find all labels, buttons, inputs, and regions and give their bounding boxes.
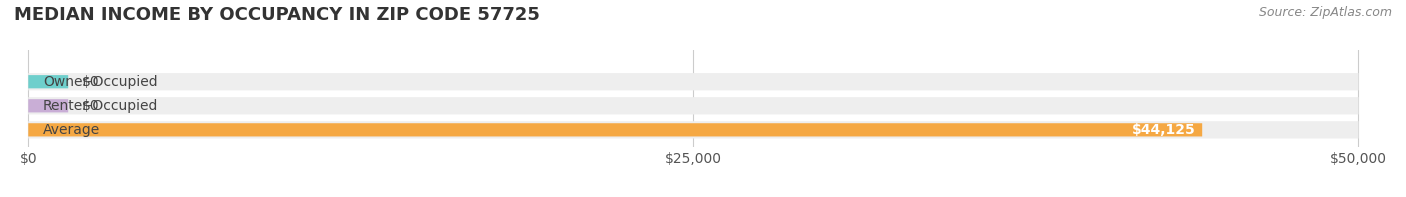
Text: MEDIAN INCOME BY OCCUPANCY IN ZIP CODE 57725: MEDIAN INCOME BY OCCUPANCY IN ZIP CODE 5…	[14, 6, 540, 24]
FancyBboxPatch shape	[28, 121, 1358, 138]
Text: Source: ZipAtlas.com: Source: ZipAtlas.com	[1258, 6, 1392, 19]
FancyBboxPatch shape	[28, 97, 1358, 114]
Text: $44,125: $44,125	[1132, 123, 1195, 137]
Text: $0: $0	[82, 75, 100, 89]
Text: Average: Average	[44, 123, 100, 137]
FancyBboxPatch shape	[28, 73, 1358, 90]
FancyBboxPatch shape	[28, 123, 1202, 137]
FancyBboxPatch shape	[28, 99, 69, 112]
Text: Renter-Occupied: Renter-Occupied	[44, 99, 159, 113]
Text: Owner-Occupied: Owner-Occupied	[44, 75, 157, 89]
FancyBboxPatch shape	[28, 75, 69, 88]
Text: $0: $0	[82, 99, 100, 113]
